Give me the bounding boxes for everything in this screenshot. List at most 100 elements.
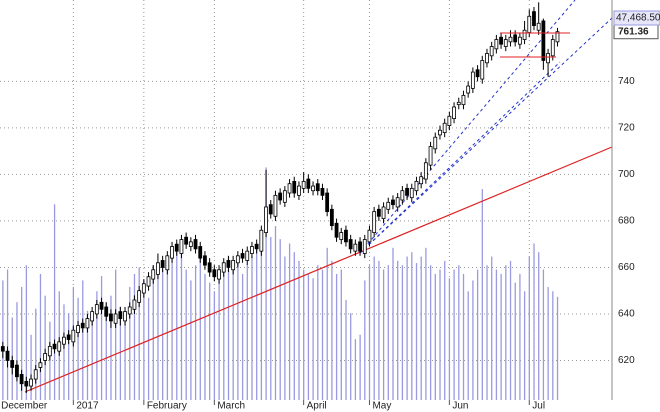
candle-body <box>442 122 447 133</box>
volume-bar <box>199 247 201 400</box>
volume-bar <box>453 269 455 400</box>
candle-body <box>184 236 189 245</box>
volume-bar <box>246 265 248 400</box>
volume-bar <box>110 295 112 400</box>
candle-body <box>273 194 278 217</box>
candle-body <box>517 36 522 45</box>
candle-body <box>532 11 536 26</box>
volume-bar <box>77 297 79 400</box>
candle-body <box>15 364 19 378</box>
x-tick-label: 2017 <box>76 401 99 412</box>
candle-body <box>339 232 344 240</box>
candle-body <box>508 36 513 43</box>
candle-body <box>353 243 358 252</box>
candle-body <box>381 206 386 220</box>
volume-label-box <box>613 10 660 26</box>
volume-bar <box>44 295 46 400</box>
grid <box>0 0 612 405</box>
volume-bar <box>21 286 23 400</box>
candle-body <box>466 85 471 94</box>
candle-body <box>151 269 156 280</box>
candle-body <box>221 262 226 273</box>
candle-body <box>207 262 212 273</box>
candle-body <box>94 304 99 315</box>
candle-body <box>306 178 311 189</box>
candle-body <box>494 39 499 50</box>
candle-body <box>160 260 165 268</box>
candle-body <box>24 380 29 387</box>
volume-bar <box>251 256 253 400</box>
candle-body <box>414 180 419 192</box>
candle-body <box>480 60 485 80</box>
candle-body <box>113 313 118 324</box>
volume-bar <box>190 280 192 400</box>
volume-bar <box>143 280 145 400</box>
candle-body <box>376 208 381 217</box>
candle-body <box>156 262 160 275</box>
candle-body <box>452 106 456 120</box>
volume-bar <box>185 269 187 400</box>
volume-bar <box>552 291 554 400</box>
candle-body <box>47 346 52 357</box>
volume-bar <box>284 256 286 400</box>
volume-bar <box>30 334 32 400</box>
volume-bar <box>345 300 347 400</box>
volume-bar <box>331 260 333 400</box>
volume-bar <box>359 334 361 400</box>
volume-bar <box>387 265 389 400</box>
x-tick-label: Jul <box>532 401 545 412</box>
candle-body <box>372 211 377 233</box>
candle-body <box>423 162 428 180</box>
volume-bar <box>68 313 70 400</box>
volume-bar <box>514 282 516 400</box>
volume-bar <box>115 269 117 400</box>
volume-bar <box>350 313 352 400</box>
candles <box>0 2 560 394</box>
candle-body <box>489 46 494 57</box>
volume-bar <box>538 252 540 400</box>
volume-bar <box>176 243 178 400</box>
candle-body <box>10 360 15 368</box>
volume-bar <box>486 265 488 400</box>
volume-bar <box>303 269 305 400</box>
volume-bar <box>444 260 446 400</box>
candle-body <box>264 206 268 233</box>
candle-body <box>546 53 550 64</box>
volume-bar <box>505 265 507 400</box>
volume-bar <box>462 273 465 400</box>
x-tick-label: Jun <box>452 401 468 412</box>
candle-body <box>315 183 320 192</box>
volume-bar <box>439 269 441 400</box>
volume-bar <box>274 226 277 400</box>
volume-bar <box>523 291 526 400</box>
y-tick-label: 720 <box>618 123 635 134</box>
volume-bar <box>481 189 483 400</box>
candle-body <box>203 255 207 266</box>
candle-body <box>433 136 438 150</box>
candle-body <box>282 190 287 203</box>
volume-bar <box>204 273 206 400</box>
candle-body <box>297 185 301 196</box>
candle-body <box>320 187 325 196</box>
candle-body <box>527 15 532 33</box>
candle-body <box>90 311 95 322</box>
candle-body <box>118 311 123 320</box>
volume-bar <box>317 265 319 400</box>
price-label: 761.36 <box>618 26 649 37</box>
volume-bar <box>25 265 28 400</box>
volume-bar <box>340 269 342 400</box>
volume-bar <box>307 273 310 400</box>
candle-body <box>456 101 461 106</box>
volume-bar <box>124 313 126 400</box>
volume-bar <box>105 302 107 400</box>
candle-body <box>250 246 254 254</box>
y-tick-label: 680 <box>618 216 635 227</box>
volume-bar <box>138 267 140 400</box>
x-tick-label: May <box>372 401 391 412</box>
trend-line <box>24 146 613 393</box>
candle-body <box>395 197 400 208</box>
volume-bar <box>458 265 460 400</box>
candle-body <box>254 243 259 250</box>
candle-body <box>499 36 503 45</box>
candle-body <box>235 255 240 264</box>
